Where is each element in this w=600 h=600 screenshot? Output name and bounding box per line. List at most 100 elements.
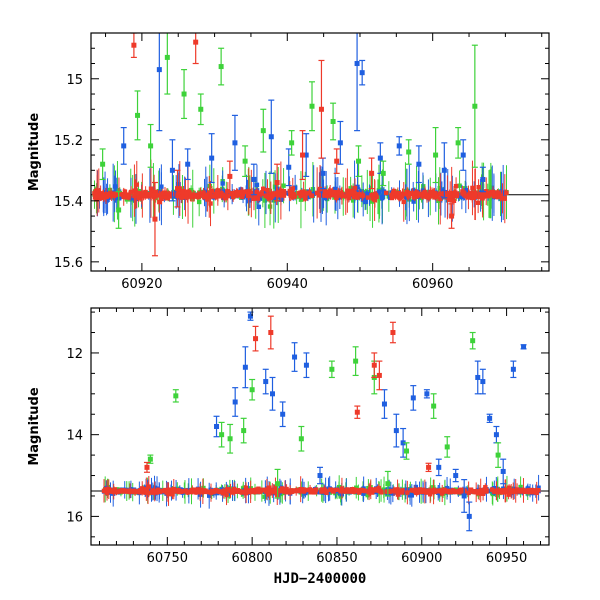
band-point	[411, 194, 417, 200]
bottom-panel: 60750 60800 60850 60900 60950 12 14 16 Magnitude…	[27, 307, 550, 587]
band-point	[196, 199, 202, 205]
band-point	[262, 494, 267, 499]
band-point	[310, 187, 316, 192]
band-point	[220, 181, 225, 186]
band-point	[413, 484, 419, 490]
data-point	[404, 448, 410, 454]
band-point	[157, 199, 162, 205]
band-point	[286, 489, 291, 495]
band-point	[366, 489, 372, 494]
band-point	[183, 194, 188, 200]
band-point	[427, 492, 433, 497]
band-point	[349, 489, 354, 494]
x-tick-label: 60950	[486, 551, 527, 566]
band-point	[411, 199, 416, 204]
band-point	[431, 191, 437, 196]
band-point	[348, 186, 353, 191]
band-point	[322, 488, 328, 494]
band-point	[526, 488, 532, 493]
band-point	[319, 488, 325, 493]
band-point	[299, 489, 304, 494]
band-point	[359, 193, 365, 198]
band-point	[179, 195, 185, 200]
data-point	[371, 362, 377, 368]
band-point	[272, 488, 277, 494]
band-point	[506, 492, 511, 497]
band-point	[490, 189, 496, 195]
band-point	[230, 191, 236, 196]
band-point	[530, 489, 535, 494]
band-point	[126, 488, 131, 494]
data-point	[353, 358, 359, 364]
series-green	[99, 33, 478, 229]
band-point	[483, 485, 488, 490]
band-point	[463, 193, 468, 199]
data-point	[275, 481, 281, 487]
band-point	[470, 185, 475, 191]
band-point	[520, 487, 525, 493]
band-point	[147, 192, 153, 197]
band-point	[289, 489, 294, 495]
data-point	[268, 134, 274, 140]
band-point	[362, 488, 368, 493]
band-point	[451, 198, 457, 204]
band-point	[124, 194, 129, 199]
x-axis: 60750 60800 60850 60900 60950	[98, 308, 542, 566]
top-panel: 60920 60940 60960 15 15.2 15.4 15.6 Magnitude	[27, 32, 550, 292]
band-point	[399, 191, 404, 197]
data-point	[214, 424, 220, 429]
band-point	[482, 191, 487, 197]
band-point	[271, 191, 277, 196]
series-green	[147, 331, 502, 499]
data-point	[453, 473, 459, 479]
data-point	[317, 473, 323, 479]
band-point	[312, 488, 317, 494]
band-point	[462, 489, 468, 494]
band-point	[134, 182, 139, 187]
band-point	[331, 489, 336, 494]
band-point	[232, 486, 237, 492]
data-point	[396, 143, 402, 149]
band-point	[468, 192, 474, 198]
band-point	[438, 196, 443, 202]
band-point	[489, 487, 495, 492]
band-point	[191, 489, 196, 494]
band-point	[381, 189, 387, 194]
band-point	[473, 490, 479, 495]
band-point	[239, 489, 244, 495]
band-point	[426, 195, 432, 200]
band-point	[256, 204, 261, 210]
band-point	[511, 489, 517, 495]
band-point	[332, 190, 337, 195]
band-point	[164, 191, 169, 196]
band-point	[275, 192, 281, 198]
band-point	[248, 488, 253, 493]
band-point	[379, 490, 384, 495]
band-point	[518, 484, 523, 490]
data-point	[260, 128, 266, 134]
band-point	[215, 489, 221, 494]
data-point	[249, 387, 255, 393]
data-point	[393, 428, 399, 434]
band-point	[334, 487, 340, 493]
band-point	[389, 192, 394, 197]
band-point	[380, 195, 385, 200]
band-point	[168, 489, 173, 494]
band-point	[225, 487, 231, 492]
band-point	[309, 488, 315, 493]
band-point	[452, 190, 458, 195]
band-point	[344, 487, 350, 492]
band-point	[301, 489, 307, 494]
data-point	[475, 374, 481, 380]
data-point	[466, 513, 472, 519]
band-point	[396, 195, 402, 200]
band-point	[355, 195, 360, 200]
x-tick-label: 60920	[121, 277, 162, 292]
band-point	[135, 190, 140, 196]
data-point	[480, 176, 486, 182]
data-point	[510, 366, 516, 372]
band-point	[144, 487, 149, 492]
data-point	[268, 330, 274, 336]
band-point	[269, 191, 274, 197]
band-point	[403, 487, 409, 493]
